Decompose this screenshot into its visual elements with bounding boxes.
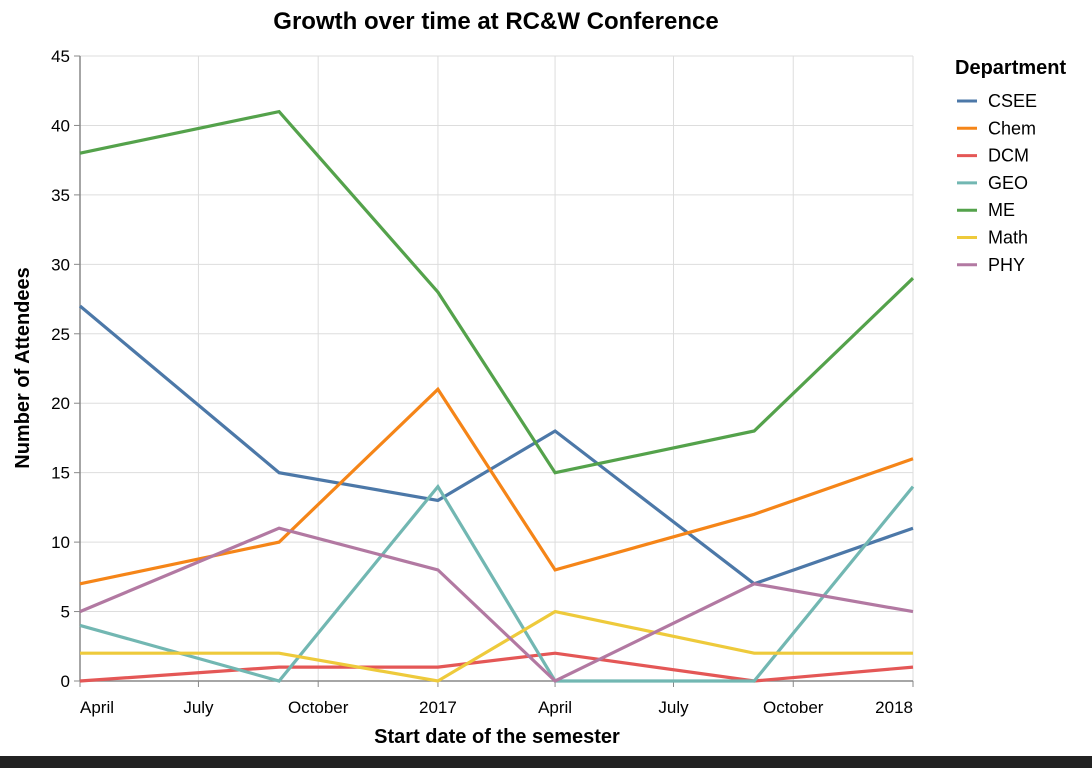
axes: 0 5 10 15 20 25 30 35 40 45 April July October 2017 Ap… — [51, 47, 914, 717]
y-tick-label: 30 — [51, 255, 70, 274]
series-line-me — [79, 109, 915, 475]
legend-label: Math — [988, 228, 1028, 248]
y-tick-label: 35 — [51, 186, 70, 205]
x-tick-label: October — [288, 698, 349, 717]
series-line-chem — [79, 386, 914, 586]
x-tick-label: 2017 — [419, 698, 457, 717]
x-tick-label: October — [763, 698, 824, 717]
legend: Department CSEE Chem DCM GEO ME Math PHY — [955, 57, 1066, 275]
x-tick-label: April — [80, 698, 114, 717]
y-tick-label: 25 — [51, 325, 70, 344]
legend-label: DCM — [988, 146, 1029, 166]
x-tick-label: July — [658, 698, 689, 717]
series-line-phy — [79, 526, 914, 683]
series-line-math — [80, 609, 913, 683]
legend-label: CSEE — [988, 91, 1037, 111]
x-tick-label: July — [183, 698, 214, 717]
y-tick-label: 5 — [61, 603, 70, 622]
series-line-dcm — [79, 651, 914, 683]
series-line-csee — [78, 304, 914, 586]
chart-title: Growth over time at RC&W Conference — [273, 8, 718, 35]
y-tick-label: 40 — [51, 116, 70, 135]
legend-label: GEO — [988, 173, 1028, 193]
y-tick-label: 45 — [51, 47, 70, 66]
series-line-geo — [79, 483, 915, 683]
bottom-bar — [0, 756, 1092, 768]
grid — [79, 55, 914, 682]
legend-label: PHY — [988, 255, 1025, 275]
legend-label: Chem — [988, 118, 1036, 138]
y-tick-label: 0 — [61, 672, 70, 691]
legend-label: ME — [988, 200, 1015, 220]
y-tick-label: 20 — [51, 394, 70, 413]
legend-title: Department — [955, 57, 1066, 79]
y-tick-label: 15 — [51, 464, 70, 483]
x-tick-label: 2018 — [875, 698, 913, 717]
x-tick-label: April — [538, 698, 572, 717]
x-axis-title: Start date of the semester — [374, 726, 620, 748]
y-tick-label: 10 — [51, 533, 70, 552]
series-lines — [78, 109, 915, 683]
y-axis-title: Number of Attendees — [12, 267, 34, 469]
